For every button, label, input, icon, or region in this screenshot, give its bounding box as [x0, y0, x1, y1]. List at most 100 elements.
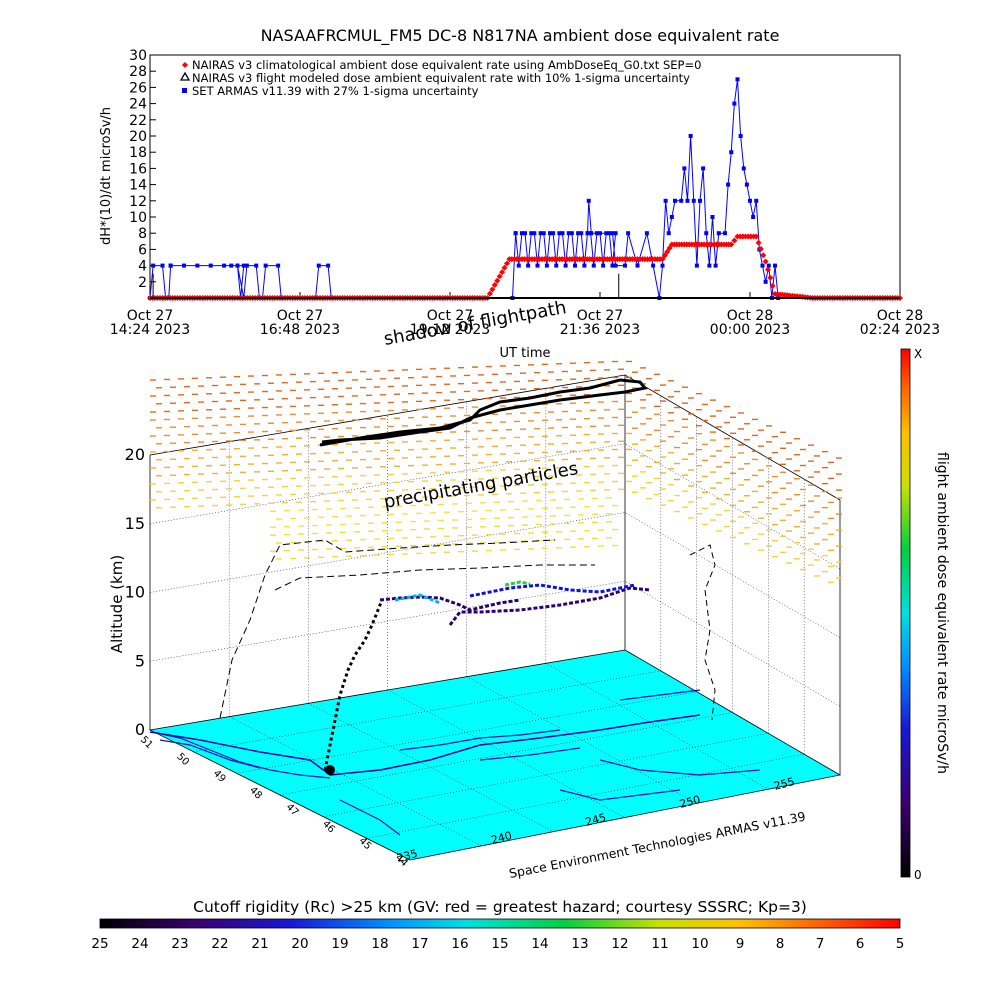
latitude-tick-label: 49 — [211, 768, 228, 785]
x-tick-label: 02:24 2023 — [860, 322, 940, 338]
rc-bar-label: 5 — [896, 936, 905, 952]
rc-bar-label: 19 — [331, 936, 348, 952]
armas-point — [766, 263, 771, 268]
armas-point — [548, 231, 552, 236]
nairas-clim-point — [496, 273, 503, 280]
armas-point — [644, 231, 649, 236]
armas-point — [222, 263, 227, 268]
x-tick-label: Oct 27 — [127, 308, 173, 324]
flightpath-shadow-wall-dashed — [219, 539, 556, 719]
armas-point — [551, 231, 556, 236]
armas-point — [582, 263, 587, 268]
armas-point — [516, 263, 521, 268]
altitude-ticks: 0 5 10 15 20 — [125, 445, 145, 739]
flightpath-shadow-top — [319, 378, 648, 447]
nairas-clim-point — [764, 266, 771, 273]
y-tick-label: 12 — [129, 194, 147, 210]
longitude-tick-label: 250 — [678, 793, 702, 811]
armas-point — [544, 263, 549, 268]
legend-entry-nairas-flight: NAIRAS v3 flight modeled dose ambient eq… — [179, 71, 690, 85]
rc-bar-label: 18 — [371, 936, 388, 952]
legend-marker-square — [182, 88, 187, 93]
armas-point — [569, 231, 574, 236]
y-tick-label: 22 — [129, 113, 147, 129]
armas-point — [244, 263, 249, 268]
armas-point — [723, 231, 727, 236]
armas-point — [685, 198, 690, 203]
altitude-tick-label: 0 — [135, 720, 145, 739]
y-tick-label: 30 — [129, 48, 147, 64]
armas-point — [229, 263, 234, 268]
chart-title: NASAAFRCMUL_FM5 DC-8 N817NA ambient dose… — [261, 26, 780, 46]
legend-marker-diamond — [182, 62, 188, 68]
nairas-clim-point — [728, 241, 735, 248]
flightpath-shadow-right-wall-dashed — [689, 544, 716, 721]
armas-point — [738, 134, 743, 138]
y-tick-label: 24 — [129, 97, 147, 113]
armas-point — [707, 263, 712, 268]
ground-grid-line — [323, 733, 769, 817]
dose-colorbar-gradient — [900, 348, 911, 878]
rc-bar-label: 6 — [856, 936, 865, 952]
armas-point — [726, 182, 731, 187]
rc-bar-label: 7 — [816, 936, 825, 952]
armas-point — [763, 279, 768, 284]
nairas-clim-point — [767, 274, 774, 281]
armas-point — [535, 263, 540, 268]
armas-point — [566, 231, 571, 236]
armas-point — [729, 150, 734, 155]
x-axis-label: UT time — [500, 346, 551, 361]
nairas-clim-point — [501, 264, 508, 271]
armas-point — [529, 231, 534, 236]
y-axis-label: dH*(10)/dt microSv/h — [99, 107, 114, 245]
flightpath-cruise-blue — [469, 583, 636, 598]
armas-point — [691, 198, 696, 203]
nairas-clim-point — [762, 258, 769, 265]
y-tick-label: 10 — [129, 210, 147, 226]
y-tick-label: 6 — [138, 242, 147, 258]
armas-point — [168, 263, 173, 268]
longitude-tick-label: 245 — [584, 811, 608, 829]
flightpath-cruise-b — [448, 586, 651, 626]
flightpath-shadow-wall-dashed-2 — [274, 564, 595, 591]
longitude-tick-label: 235 — [395, 847, 419, 865]
rc-bar-label: 24 — [131, 936, 148, 952]
armas-point — [585, 231, 590, 236]
x-tick-label: 14:24 2023 — [110, 322, 190, 338]
longitude-ticks: 235 240 245 250 255 — [395, 775, 796, 865]
precipitating-particles-field — [150, 360, 842, 584]
legend-entry-nairas-climatological: NAIRAS v3 climatological ambient dose eq… — [182, 58, 701, 72]
armas-point — [604, 231, 609, 236]
armas-point — [688, 134, 693, 138]
coastline-features — [151, 689, 761, 836]
armas-point — [254, 263, 259, 268]
time-series-chart: NASAAFRCMUL_FM5 DC-8 N817NA ambient dose… — [99, 26, 940, 361]
longitude-tick-label: 240 — [490, 829, 514, 847]
armas-point — [276, 263, 281, 268]
rc-bar-gradient — [99, 918, 901, 929]
armas-point — [241, 263, 246, 268]
armas-point — [573, 263, 577, 268]
rc-bar-label: 22 — [211, 936, 228, 952]
armas-point — [716, 231, 721, 236]
x-tick-label: Oct 28 — [727, 308, 773, 324]
legend-label: NAIRAS v3 climatological ambient dose eq… — [192, 58, 701, 72]
armas-point — [760, 263, 765, 268]
armas-point — [663, 198, 668, 203]
armas-point — [519, 231, 524, 236]
armas-point — [623, 263, 627, 268]
armas-point — [541, 231, 546, 236]
armas-point — [263, 263, 268, 268]
armas-point — [579, 231, 584, 236]
armas-point — [598, 231, 602, 236]
armas-point — [626, 231, 631, 236]
armas-point — [613, 263, 618, 268]
armas-point — [195, 263, 200, 268]
armas-point — [710, 215, 715, 219]
armas-point — [773, 263, 777, 268]
coast-feature — [619, 689, 701, 701]
x-tick-label: Oct 27 — [277, 308, 323, 324]
legend-entry-armas: SET ARMAS v11.39 with 27% 1-sigma uncert… — [182, 84, 479, 98]
